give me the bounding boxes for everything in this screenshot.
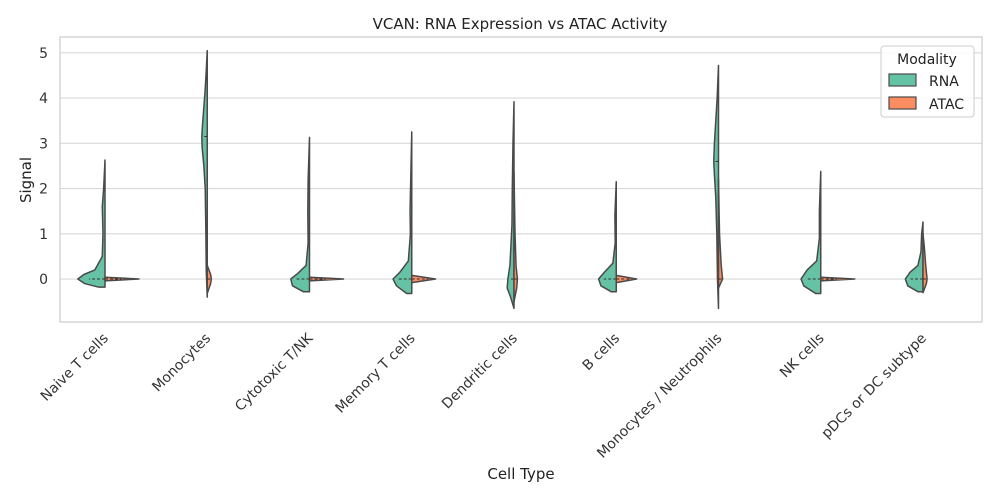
violin-rna	[597, 181, 617, 293]
legend-title: Modality	[897, 52, 957, 68]
violin-rna	[77, 159, 106, 288]
violin-atac	[308, 276, 345, 282]
violin-rna	[506, 100, 515, 310]
y-axis-label: Signal	[17, 157, 35, 203]
x-tick-labels: Naive T cells Monocytes Cytotoxic T/NK Memo…	[38, 330, 930, 462]
x-tick-label: Monocytes	[149, 331, 214, 396]
violin-rna	[201, 49, 208, 298]
x-axis-label: Cell Type	[487, 465, 554, 483]
chart-title: VCAN: RNA Expression vs ATAC Activity	[373, 15, 668, 33]
legend-swatch-rna	[888, 73, 917, 87]
violin-atac	[820, 276, 856, 282]
x-tick-label: pDCs or DC subtype	[819, 331, 930, 442]
plot-frame	[59, 36, 983, 323]
legend-swatch-atac	[888, 96, 917, 110]
legend-label-atac: ATAC	[929, 97, 964, 113]
violin-rna	[392, 131, 413, 295]
y-tick-label: 5	[39, 46, 48, 62]
violin-rna	[904, 221, 924, 293]
y-tick-label: 3	[39, 136, 48, 152]
y-tick-label: 0	[39, 272, 48, 288]
x-tick-label: Naive T cells	[38, 331, 112, 405]
violins	[77, 49, 928, 310]
violin-atac	[513, 171, 519, 303]
y-tick-label: 2	[39, 182, 48, 198]
x-tick-label: Dendritic cells	[439, 331, 521, 413]
y-tick-label: 4	[39, 91, 48, 107]
violin-rna	[800, 170, 822, 295]
violin-rna	[712, 64, 720, 310]
y-tick-label: 1	[39, 227, 48, 243]
y-tick-labels: 0 1 2 3 4 5	[39, 46, 48, 288]
grid-lines	[60, 52, 982, 280]
x-tick-label: NK cells	[777, 331, 828, 382]
violin-atac	[104, 276, 140, 282]
legend-label-rna: RNA	[929, 74, 959, 90]
x-tick-label: Cytotoxic T/NK	[232, 330, 317, 415]
violin-atac	[717, 178, 724, 289]
violin-atac	[922, 233, 928, 294]
x-tick-label: Memory T cells	[332, 331, 418, 417]
legend: Modality RNA ATAC	[880, 45, 975, 118]
x-tick-label: B cells	[580, 331, 623, 374]
violin-rna	[290, 136, 311, 293]
